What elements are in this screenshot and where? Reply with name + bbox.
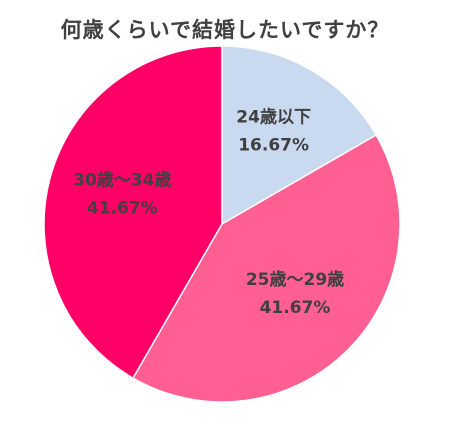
pie-slice-2: [131, 133, 401, 403]
slice-category-label: 25歳～29歳: [246, 269, 344, 290]
slice-value-label: 16.67%: [238, 136, 309, 156]
pie-slice-1: [221, 45, 378, 226]
pie-slices: [43, 45, 401, 403]
pie-labels: 24歳以下 16.67% 25歳～29歳 41.67% 30歳～34歳 41.67%: [73, 107, 344, 318]
slice-value-label: 41.67%: [87, 198, 158, 218]
slice-category-label: 30歳～34歳: [73, 169, 171, 190]
slice-value-label: 41.67%: [260, 298, 331, 318]
pie-slice-3: [43, 45, 223, 380]
chart-title: 何歳くらいで結婚したいですか？: [60, 18, 390, 42]
slice-category-label: 24歳以下: [236, 107, 311, 128]
